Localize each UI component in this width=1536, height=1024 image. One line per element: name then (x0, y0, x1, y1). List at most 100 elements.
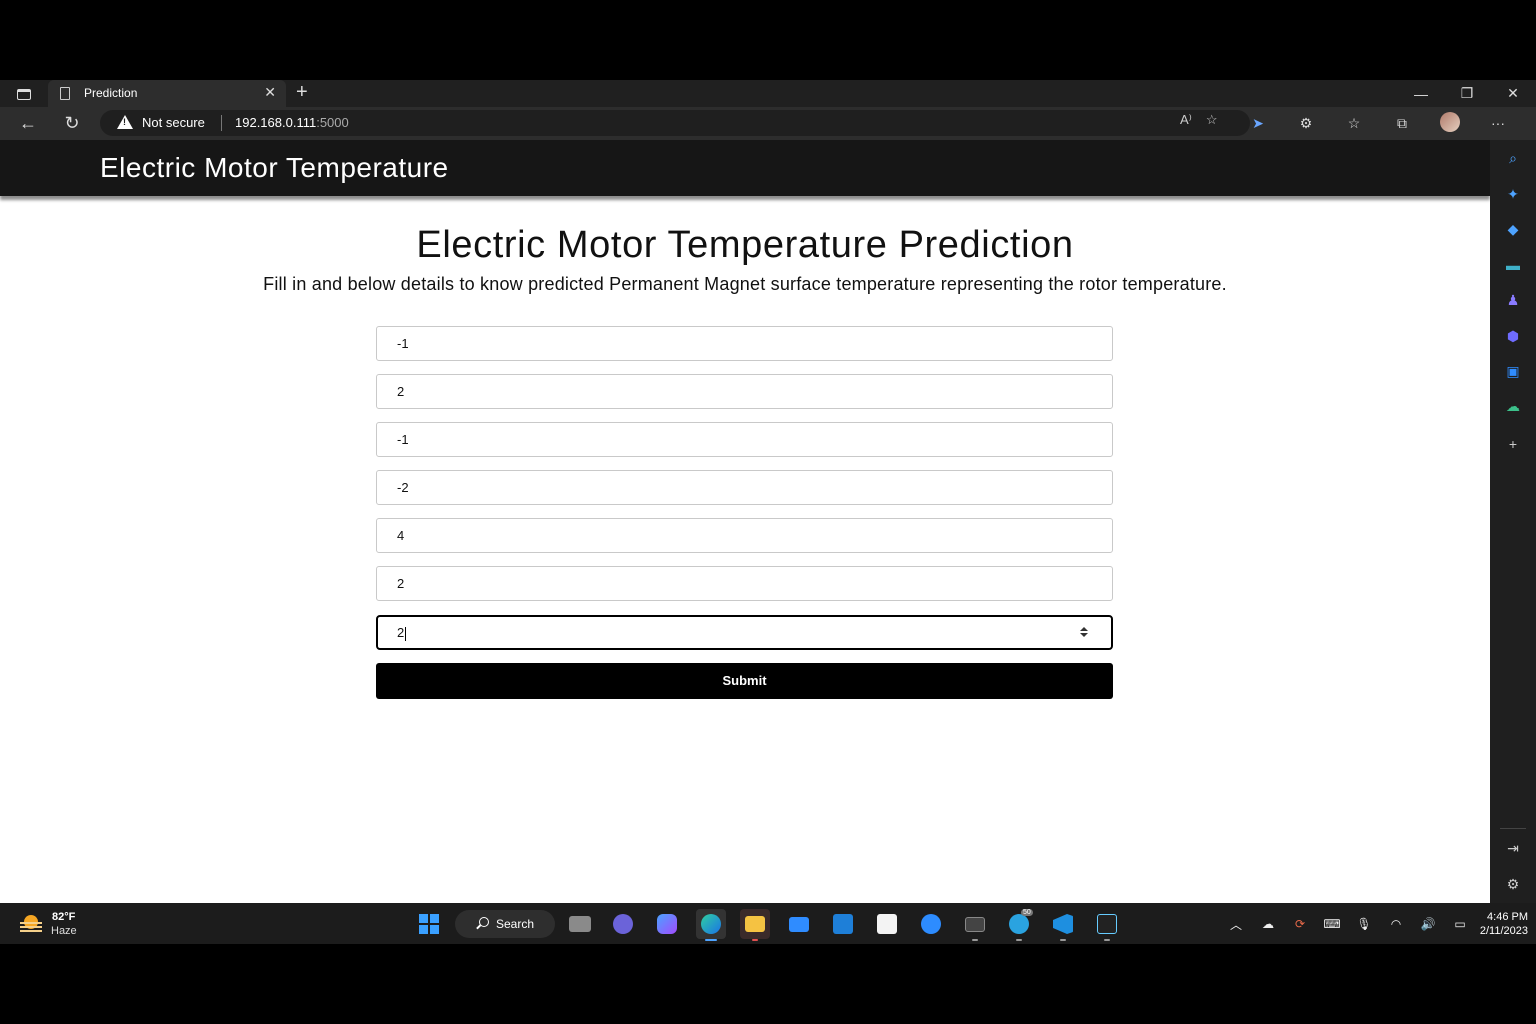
input-value: 4 (397, 528, 405, 543)
page-icon (60, 87, 70, 100)
tab-title: Prediction (84, 86, 138, 100)
drop-icon[interactable]: ☁ (1506, 397, 1520, 414)
sync-icon[interactable]: ⟳ (1294, 917, 1306, 931)
sidebar-divider (1500, 828, 1526, 829)
back-arrow-icon[interactable]: ← (19, 112, 37, 133)
url-port: :5000 (316, 115, 349, 130)
remote-desktop-icon[interactable] (1092, 909, 1122, 941)
windows-start-icon[interactable] (414, 909, 444, 939)
url-host: 192.168.0.111 (235, 115, 317, 130)
task-view-icon[interactable] (565, 909, 595, 939)
weather-temperature[interactable]: 82°F (52, 911, 76, 923)
vscode-icon[interactable] (1048, 909, 1078, 941)
input-value: -1 (397, 336, 409, 351)
file-explorer-icon[interactable] (740, 909, 770, 941)
weather-haze-icon[interactable] (20, 913, 42, 933)
weather-condition[interactable]: Haze (51, 925, 77, 937)
telegram-badge: 50 (1021, 909, 1033, 916)
input-field-6[interactable]: 2 (376, 566, 1113, 601)
zoom-icon[interactable] (916, 909, 946, 939)
input-field-1[interactable]: -1 (376, 326, 1113, 361)
telegram-icon[interactable]: 50 (1004, 909, 1034, 941)
browser-toolbar: ← ↻ Not secure 192.168.0.111:5000 A⁾ ☆ ➤… (0, 107, 1536, 140)
add-favorite-icon[interactable]: ☆ (1205, 112, 1218, 127)
copilot-taskbar-icon[interactable] (652, 909, 682, 939)
refresh-icon[interactable]: ↻ (64, 112, 80, 133)
system-tray: ︿ ☁ ⟳ ⌨ 🎙 ◠ 🔊 ▭ (1220, 914, 1476, 934)
taskbar-search[interactable]: Search (455, 910, 555, 938)
input-field-7-focused[interactable]: 2 (376, 615, 1113, 650)
battery-icon[interactable]: ▭ (1454, 917, 1466, 931)
toolbar-icons: ➤ ⚙ ☆ ⧉ ··· (1234, 112, 1522, 134)
input-field-4[interactable]: -2 (376, 470, 1113, 505)
site-navbar: Electric Motor Temperature (0, 140, 1490, 196)
address-bar[interactable]: Not secure 192.168.0.111:5000 (100, 110, 1250, 136)
letterbox-top (0, 0, 1536, 80)
microsoft-store-icon[interactable] (872, 909, 902, 939)
wifi-icon[interactable]: ◠ (1390, 917, 1402, 931)
input-value: -2 (397, 480, 409, 495)
minimize-button[interactable]: — (1414, 85, 1428, 102)
number-spinner-icon[interactable] (1079, 627, 1089, 639)
games-icon[interactable]: ♟ (1506, 291, 1520, 308)
extensions-icon[interactable]: ⚙ (1299, 114, 1313, 131)
keyboard-icon[interactable]: ⌨ (1323, 917, 1341, 931)
tools-icon[interactable]: ▬ (1506, 257, 1520, 273)
mail-icon[interactable] (784, 909, 814, 939)
close-window-button[interactable]: ✕ (1507, 85, 1519, 101)
edge-browser-icon[interactable] (696, 909, 726, 941)
input-field-2[interactable]: 2 (376, 374, 1113, 409)
security-label[interactable]: Not secure (142, 115, 205, 130)
favorites-icon[interactable]: ☆ (1347, 114, 1361, 131)
restore-button[interactable]: ❐ (1460, 85, 1474, 101)
search-icon[interactable]: ⌕ (1509, 149, 1517, 166)
omnibox-icons: A⁾ ☆ (1180, 112, 1218, 128)
warning-icon[interactable] (117, 115, 133, 129)
profile-avatar[interactable] (1440, 112, 1460, 132)
hide-sidebar-icon[interactable]: ⇥ (1507, 839, 1519, 856)
input-value: 2 (397, 384, 405, 399)
input-field-5[interactable]: 4 (376, 518, 1113, 553)
windows-taskbar: 82°F Haze Search 50 ︿ ☁ ⟳ ⌨ 🎙 ◠ 🔊 ▭ 4:46… (0, 903, 1536, 944)
taskbar-search-label: Search (496, 917, 535, 931)
navbar-brand[interactable]: Electric Motor Temperature (100, 152, 449, 183)
microphone-icon[interactable]: 🎙 (1356, 917, 1372, 931)
onedrive-cloud-icon[interactable]: ☁ (1262, 917, 1274, 931)
volume-icon[interactable]: 🔊 (1420, 917, 1436, 931)
teams-chat-icon[interactable] (608, 909, 638, 939)
office-icon[interactable]: ⬢ (1506, 327, 1520, 344)
taskbar-clock[interactable]: 4:46 PM 2/11/2023 (1462, 910, 1528, 938)
input-value: 2 (397, 625, 405, 640)
extension-cursor-icon[interactable]: ➤ (1252, 114, 1264, 131)
copilot-icon[interactable]: ✦ (1507, 185, 1519, 202)
web-page: Electric Motor Temperature Electric Moto… (0, 140, 1490, 903)
text-caret (405, 626, 407, 641)
show-hidden-icons-chevron-icon[interactable]: ︿ (1229, 917, 1242, 932)
read-aloud-icon[interactable]: A⁾ (1180, 112, 1192, 127)
search-magnifier-icon (479, 917, 489, 927)
shopping-tag-icon[interactable]: ◆ (1507, 220, 1519, 237)
url-text[interactable]: 192.168.0.111:5000 (235, 115, 349, 130)
clock-time: 4:46 PM (1487, 911, 1528, 923)
submit-button[interactable]: Submit (376, 663, 1113, 699)
close-tab-icon[interactable]: ✕ (264, 84, 276, 100)
page-title: Electric Motor Temperature Prediction (416, 224, 1074, 266)
collections-icon[interactable]: ⧉ (1397, 114, 1407, 131)
input-value: -1 (397, 432, 409, 447)
clock-date: 2/11/2023 (1479, 925, 1528, 937)
input-field-3[interactable]: -1 (376, 422, 1113, 457)
page-subtitle: Fill in and below details to know predic… (263, 274, 1227, 294)
more-menu-icon[interactable]: ··· (1491, 115, 1505, 131)
browser-tab-bar: Prediction ✕ + — ❐ ✕ (0, 80, 1536, 107)
new-tab-button[interactable]: + (296, 81, 308, 103)
tab-actions-icon[interactable] (12, 85, 36, 103)
input-value: 2 (397, 576, 405, 591)
sidebar-settings-gear-icon[interactable]: ⚙ (1506, 875, 1520, 892)
address-separator (221, 115, 222, 131)
browser-tab[interactable]: Prediction ✕ (48, 80, 286, 107)
terminal-window-icon[interactable] (960, 909, 990, 941)
widgets-board-icon[interactable] (828, 909, 858, 939)
outlook-icon[interactable]: ▣ (1506, 362, 1520, 379)
edge-sidebar: ⌕ ✦ ◆ ▬ ♟ ⬢ ▣ ☁ + ⇥ ⚙ (1490, 140, 1536, 903)
add-sidebar-app-icon[interactable]: + (1508, 436, 1518, 452)
